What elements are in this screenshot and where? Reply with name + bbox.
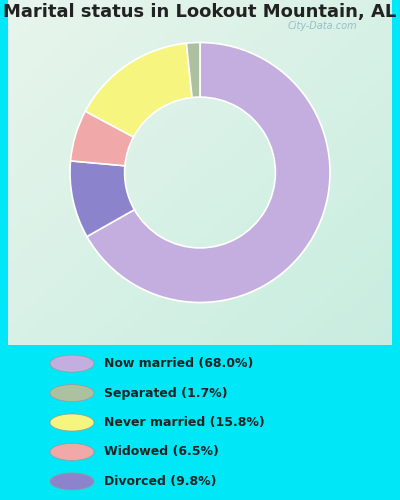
- Circle shape: [50, 384, 94, 402]
- Circle shape: [50, 444, 94, 460]
- Wedge shape: [70, 111, 134, 166]
- Wedge shape: [186, 42, 200, 98]
- Text: Widowed (6.5%): Widowed (6.5%): [104, 446, 219, 458]
- Text: Marital status in Lookout Mountain, AL: Marital status in Lookout Mountain, AL: [3, 4, 397, 22]
- Wedge shape: [87, 42, 330, 302]
- Circle shape: [50, 473, 94, 490]
- Text: Never married (15.8%): Never married (15.8%): [104, 416, 265, 429]
- Wedge shape: [85, 43, 192, 137]
- Circle shape: [50, 414, 94, 431]
- Wedge shape: [70, 161, 134, 236]
- Text: Now married (68.0%): Now married (68.0%): [104, 357, 253, 370]
- Text: Divorced (9.8%): Divorced (9.8%): [104, 475, 216, 488]
- Text: Separated (1.7%): Separated (1.7%): [104, 386, 228, 400]
- Text: City-Data.com: City-Data.com: [288, 20, 358, 30]
- Circle shape: [50, 355, 94, 372]
